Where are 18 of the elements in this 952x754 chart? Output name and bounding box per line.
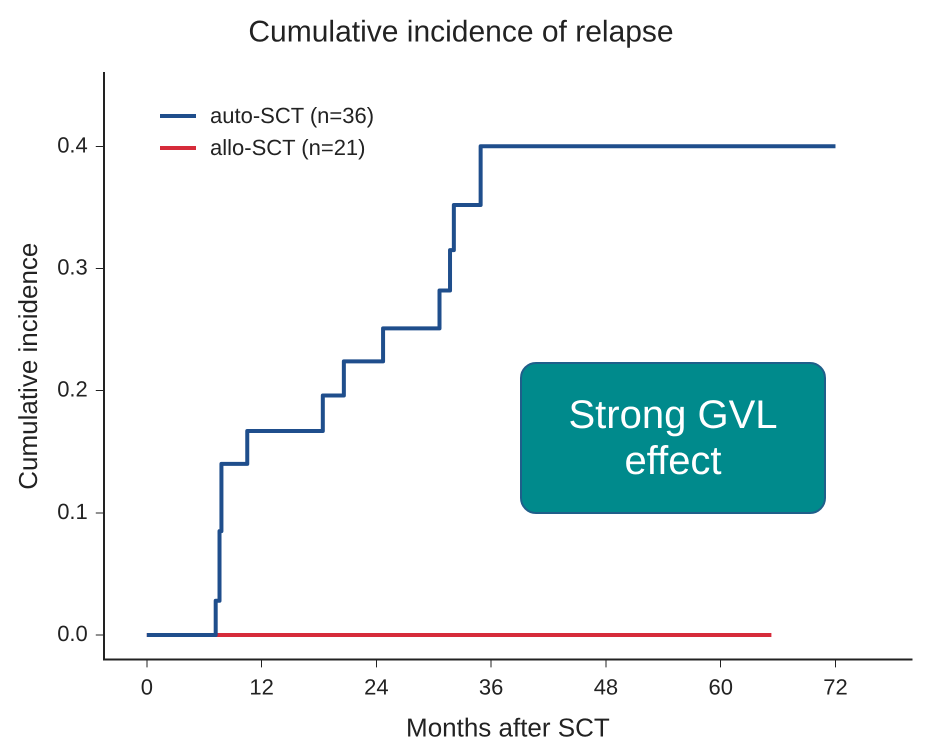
y-tick-label: 0.2 — [57, 376, 88, 402]
x-tick-label: 24 — [364, 674, 389, 700]
y-tick-label: 0.3 — [57, 254, 88, 280]
y-tick-label: 0.1 — [57, 498, 88, 524]
y-axis-title: Cumulative incidence — [12, 242, 43, 490]
x-tick-label: 0 — [140, 674, 153, 700]
x-tick-label: 36 — [478, 674, 504, 700]
x-tick-label: 48 — [594, 674, 618, 700]
x-tick-label: 60 — [708, 674, 733, 700]
y-tick-label: 0.4 — [57, 132, 88, 158]
x-tick-label: 12 — [249, 674, 274, 700]
legend-label: allo-SCT (n=21) — [210, 135, 366, 161]
y-tick-label: 0.0 — [57, 621, 88, 646]
x-axis-title: Months after SCT — [406, 712, 610, 743]
annotation: Strong GVL effect — [520, 362, 826, 514]
chart-title: Cumulative incidence of relapse — [248, 15, 674, 48]
x-tick-label: 72 — [823, 674, 848, 700]
legend-label: auto-SCT (n=36) — [210, 103, 374, 129]
